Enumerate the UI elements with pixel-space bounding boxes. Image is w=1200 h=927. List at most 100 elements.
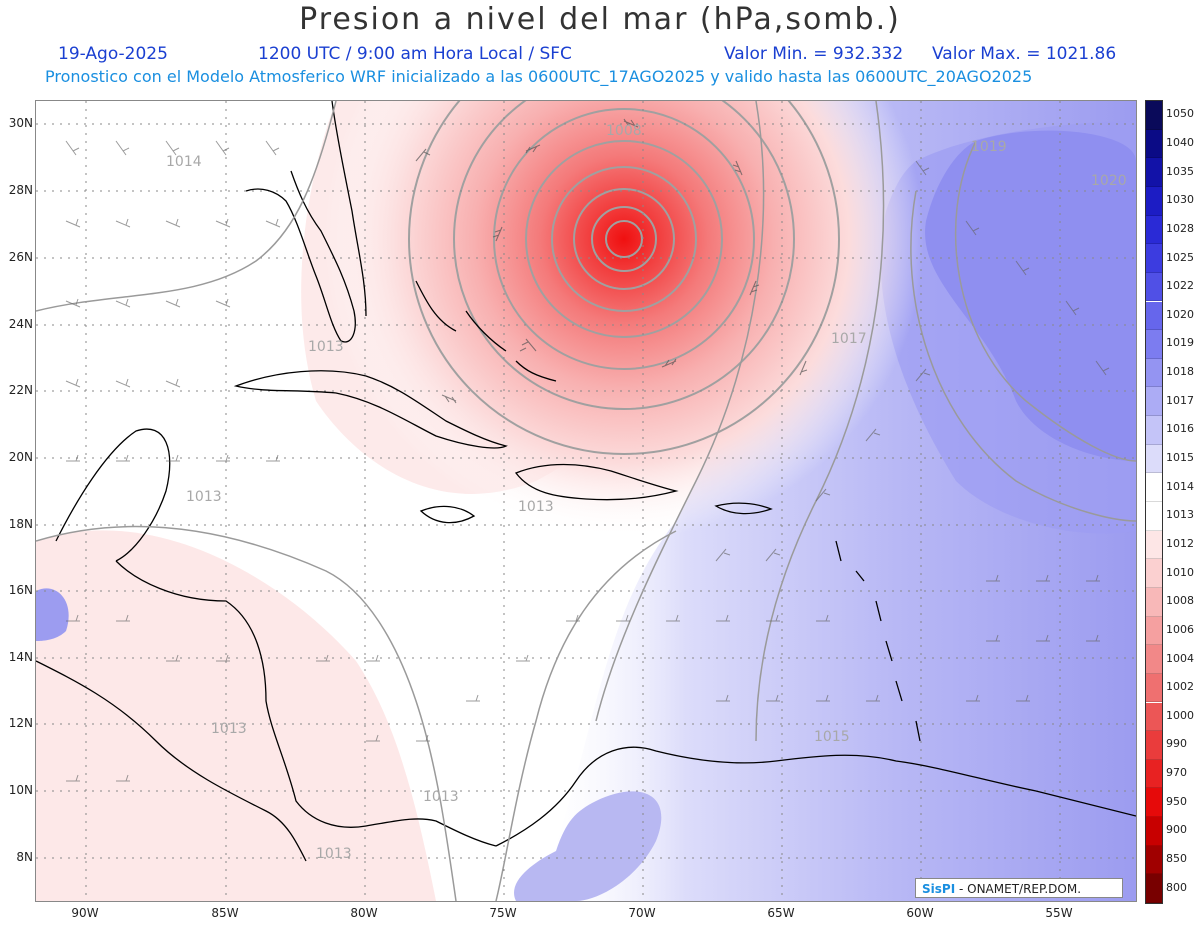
credit-brand: SisPI: [922, 882, 956, 896]
hurricane-isobars: [408, 101, 840, 455]
color-bar-label: 900: [1166, 823, 1187, 837]
color-bar-label: 970: [1166, 766, 1187, 780]
color-bar-label: 1035: [1166, 164, 1194, 178]
color-bar-label: 1013: [1166, 508, 1194, 522]
color-bar-segment: [1146, 759, 1162, 789]
min-value: Valor Min. = 932.332: [724, 44, 904, 64]
forecast-date: 19-Ago-2025: [58, 44, 168, 64]
honduras-low: [36, 588, 69, 641]
color-bar-label: 1010: [1166, 565, 1194, 579]
lon-label: 80W: [350, 906, 378, 920]
color-bar-segment: [1146, 673, 1162, 703]
lesser-antilles: [835, 540, 921, 742]
color-bar-segment: [1146, 444, 1162, 474]
contour-label: 1008: [606, 123, 642, 139]
contour-label: 1013: [308, 339, 344, 355]
lon-label: 75W: [489, 906, 517, 920]
color-bar-label: 1004: [1166, 651, 1194, 665]
color-bar-segment: [1146, 473, 1162, 502]
color-bar-label: 1016: [1166, 422, 1194, 436]
color-bar-segment: [1146, 330, 1162, 359]
color-bar-segment: [1146, 186, 1162, 216]
pressure-map: 1014 1013 1013 1013 1013 1013 1013 1008 …: [35, 100, 1137, 902]
contour-labels: 1014 1013 1013 1013 1013 1013 1013 1008 …: [166, 123, 1127, 862]
yucatan-coast: [55, 428, 171, 562]
color-bar-segment: [1146, 272, 1162, 302]
credit-box: SisPI - ONAMET/REP.DOM.: [915, 878, 1123, 898]
hispaniola-coast: [514, 463, 679, 501]
color-bar-segment: [1146, 874, 1162, 903]
florida-east-coast: [331, 101, 367, 317]
lon-label: 55W: [1045, 906, 1073, 920]
lon-label: 90W: [71, 906, 99, 920]
color-bar-label: 1025: [1166, 250, 1194, 264]
florida-coast: [245, 170, 356, 343]
color-bar-segment: [1146, 845, 1162, 875]
color-bar-segment: [1146, 731, 1162, 760]
puerto-rico-coast: [714, 502, 773, 515]
color-bar-label: 850: [1166, 852, 1187, 866]
contour-label: 1015: [814, 729, 850, 745]
hurricane-barbs: [415, 118, 808, 404]
lat-label: 26N: [8, 250, 33, 264]
color-bar-label: 1008: [1166, 594, 1194, 608]
lat-label: 16N: [8, 583, 33, 597]
credit-org: - ONAMET/REP.DOM.: [955, 882, 1082, 896]
lat-label: 18N: [8, 517, 33, 531]
color-bar-label: 1015: [1166, 451, 1194, 465]
color-bar-segment: [1146, 129, 1162, 159]
lon-label: 85W: [211, 906, 239, 920]
color-bar-label: 1040: [1166, 135, 1194, 149]
color-bar-segment: [1146, 502, 1162, 531]
lat-label: 14N: [8, 650, 33, 664]
color-bar-label: 1022: [1166, 279, 1194, 293]
color-bar-segment: [1146, 645, 1162, 674]
contour-label: 1020: [1091, 173, 1127, 189]
lat-label: 22N: [8, 383, 33, 397]
color-bar-segment: [1146, 301, 1162, 331]
color-bar-segment: [1146, 702, 1162, 732]
lat-label: 10N: [8, 783, 33, 797]
color-bar-segment: [1146, 817, 1162, 846]
contour-label: 1014: [166, 154, 202, 170]
hurricane-shade: [324, 101, 924, 539]
south-america-coast: [495, 746, 1136, 847]
contour-label: 1013: [186, 489, 222, 505]
lat-label: 8N: [16, 850, 33, 864]
lat-label: 30N: [8, 116, 33, 130]
isobars: [36, 101, 1136, 901]
map-canvas: 1014 1013 1013 1013 1013 1013 1013 1008 …: [36, 101, 1136, 901]
color-bar-label: 1017: [1166, 393, 1194, 407]
max-value: Valor Max. = 1021.86: [932, 44, 1117, 64]
color-bar-label: 1000: [1166, 708, 1194, 722]
cuba-coast: [233, 370, 508, 449]
color-bar-segment: [1146, 530, 1162, 560]
color-bar-segment: [1146, 244, 1162, 273]
lat-label: 20N: [8, 450, 33, 464]
color-bar-label: 950: [1166, 794, 1187, 808]
lat-lon-grid: [36, 101, 1136, 901]
color-bar-label: 1028: [1166, 221, 1194, 235]
color-bar-label: 1030: [1166, 193, 1194, 207]
color-bar-segment: [1146, 358, 1162, 388]
color-bar-label: 1019: [1166, 336, 1194, 350]
color-bar-segment: [1146, 788, 1162, 818]
wind-barbs: [65, 140, 1110, 782]
color-bar-segment: [1146, 559, 1162, 588]
lon-label: 65W: [767, 906, 795, 920]
color-bar-label: 1012: [1166, 536, 1194, 550]
lat-label: 24N: [8, 317, 33, 331]
color-bar-segment: [1146, 587, 1162, 617]
west-pressure-shade: [36, 530, 436, 901]
color-bar-label: 1050: [1166, 107, 1194, 121]
color-bar-segment: [1146, 101, 1162, 130]
color-bar-segment: [1146, 416, 1162, 445]
color-bar-label: 1006: [1166, 622, 1194, 636]
bahamas: [415, 280, 557, 382]
coastlines: [36, 101, 1136, 862]
color-bar-segment: [1146, 387, 1162, 417]
central-america-coast: [115, 560, 497, 847]
map-title: Presion a nivel del mar (hPa,somb.): [299, 2, 901, 37]
contour-label: 1013: [211, 721, 247, 737]
gulf-pressure-shade: [36, 101, 336, 321]
